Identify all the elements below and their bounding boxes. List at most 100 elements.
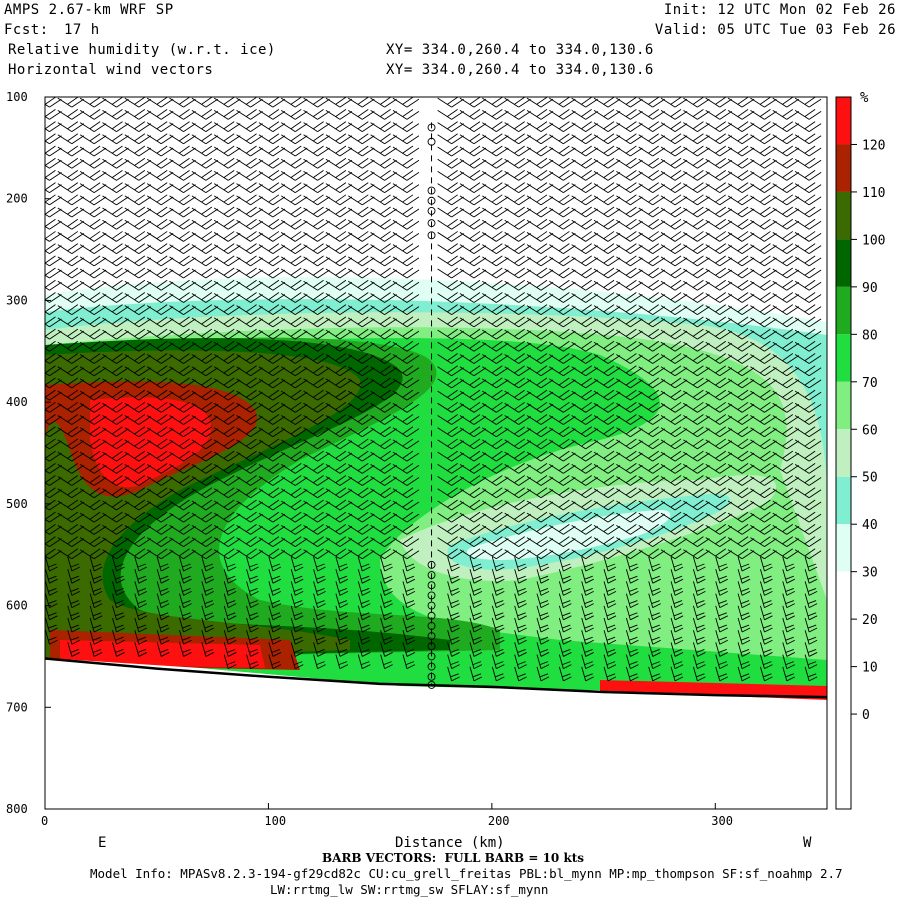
wind-barb [67, 593, 81, 609]
marker-circle [427, 642, 436, 651]
colorbar-tick-label: 120 [862, 138, 885, 153]
wind-barb [169, 170, 196, 181]
wind-barb [325, 194, 353, 206]
wind-barb [124, 426, 152, 438]
wind-barb [392, 109, 420, 120]
wind-barb [772, 499, 800, 511]
wind-barb [437, 121, 464, 132]
wind-barb [236, 206, 263, 218]
wind-barb [213, 218, 241, 230]
wind-barb [89, 569, 103, 584]
wind-barb [750, 316, 777, 328]
wind-barb [638, 255, 665, 267]
wind-barb [79, 243, 107, 255]
wind-barb [504, 267, 531, 279]
wind-barb [772, 121, 800, 132]
wind-barb [258, 353, 286, 364]
wind-barb [380, 630, 393, 645]
wind-barb [303, 475, 330, 486]
wind-barb [348, 401, 375, 413]
wind-barb [102, 231, 129, 242]
wind-barb [581, 556, 594, 572]
wind-barb [715, 581, 728, 596]
wind-barb [380, 654, 393, 670]
wind-barb [558, 654, 572, 670]
wind-barb [223, 581, 237, 596]
wind-barb [280, 170, 308, 181]
wind-barb [683, 182, 710, 193]
wind-barb [89, 593, 103, 609]
wind-barb [571, 145, 598, 157]
wind-barb [482, 340, 509, 352]
wind-barb [660, 499, 688, 511]
wind-barb [772, 414, 800, 425]
wind-barb [357, 556, 371, 572]
wind-barb [727, 414, 755, 425]
wind-barb [370, 389, 397, 401]
wind-barb [169, 157, 196, 169]
wind-barb [549, 109, 576, 120]
wind-barb [660, 548, 688, 560]
wind-barb [705, 279, 733, 291]
wind-barb [772, 218, 800, 230]
wind-barb [357, 642, 371, 657]
wind-barb [571, 328, 598, 340]
wind-barb [772, 194, 800, 206]
wind-barb [191, 292, 219, 303]
wind-barb [370, 267, 397, 279]
wind-barb [357, 569, 371, 584]
wind-barb [549, 450, 576, 462]
wind-barb [236, 279, 263, 291]
wind-barb [625, 581, 639, 596]
wind-barb [370, 511, 397, 523]
wind-barb [549, 462, 576, 474]
wind-barb [660, 462, 688, 474]
wind-barb [146, 170, 174, 181]
wind-barb [616, 255, 643, 267]
wind-barb [134, 569, 148, 584]
wind-barb [705, 450, 733, 462]
wind-barb [683, 109, 710, 120]
wind-barb [57, 353, 85, 364]
wind-barb [804, 569, 818, 584]
wind-barb [705, 133, 733, 145]
wind-barb [201, 617, 215, 633]
wind-barb [772, 279, 800, 291]
wind-barb [459, 231, 487, 242]
marker-circle [427, 123, 436, 132]
wind-barb [549, 438, 576, 450]
wind-barb [357, 630, 371, 645]
wind-barb [79, 328, 107, 340]
wind-barb [727, 194, 755, 206]
wind-barb [57, 365, 85, 377]
wind-barb [581, 630, 594, 645]
wind-barb [201, 556, 215, 572]
wind-barb [45, 536, 62, 547]
wind-barb [660, 365, 688, 377]
wind-barb [469, 630, 483, 645]
wind-barb [504, 401, 531, 413]
wind-barb [772, 340, 800, 352]
wind-barb [124, 255, 152, 267]
wind-barb [124, 243, 152, 255]
wind-barb [325, 243, 353, 255]
wind-barb [290, 569, 304, 584]
wind-barb [616, 109, 643, 120]
wind-barb [325, 365, 353, 377]
colorbar-tick-label: 40 [862, 518, 878, 533]
wind-barb [670, 642, 684, 657]
wind-barb [169, 340, 196, 352]
wind-barb [571, 365, 598, 377]
wind-barb [392, 536, 420, 547]
wind-barb [124, 499, 152, 511]
wind-barb [325, 353, 353, 364]
wind-barb [794, 328, 822, 340]
wind-barb [491, 569, 505, 584]
wind-barb [258, 194, 286, 206]
wind-barb [616, 133, 643, 145]
wind-barb [169, 292, 196, 303]
wind-barb [727, 231, 755, 242]
wind-barb [280, 487, 308, 499]
wind-barb [169, 462, 196, 474]
marker-circle [427, 186, 436, 195]
